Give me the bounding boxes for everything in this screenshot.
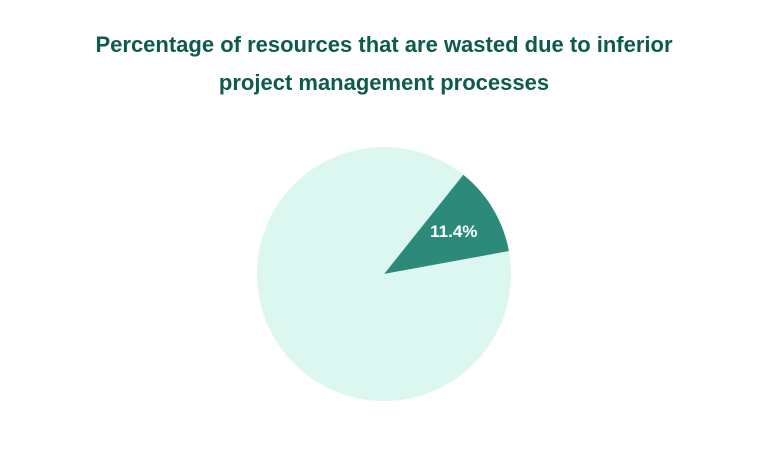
- chart-title-line-1: Percentage of resources that are wasted …: [95, 32, 673, 57]
- pie-slice-1: [257, 147, 512, 402]
- chart-title-line-2: project management processes: [218, 70, 550, 95]
- pie-slice-0: [384, 174, 509, 274]
- chart-title: Percentage of resources that are wasted …: [40, 26, 728, 102]
- pie-slice-label-0: 11.4%: [430, 222, 477, 241]
